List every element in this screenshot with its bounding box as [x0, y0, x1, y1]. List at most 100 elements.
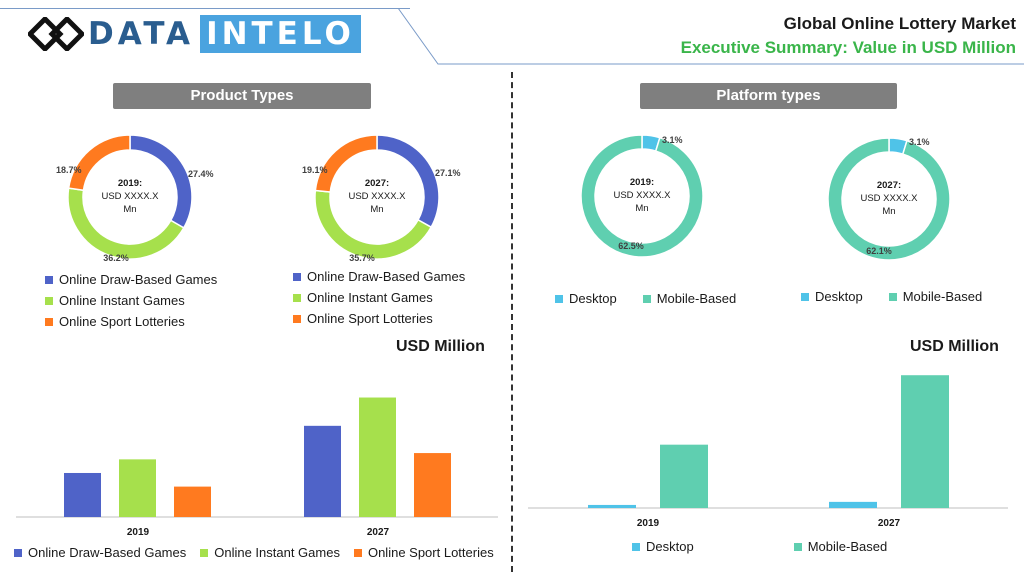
legend-swatch [45, 317, 53, 326]
legend-label: Online Sport Lotteries [307, 311, 433, 326]
legend-label: Online Instant Games [214, 545, 340, 560]
donut-center-label: USD XXXX.X [613, 190, 671, 201]
legend-item: Online Instant Games [200, 545, 340, 560]
donut-center-label: USD XXXX.X [348, 191, 406, 202]
page-title: Global Online Lottery Market [783, 14, 1016, 33]
legend-swatch [793, 542, 802, 551]
legend-item: Desktop [801, 289, 863, 304]
donut-center-label: Mn [635, 203, 648, 214]
bar [304, 425, 341, 517]
legend-item: Online Draw-Based Games [45, 269, 217, 290]
donut-value-label: 18.7% [56, 165, 82, 175]
legend-label: Online Draw-Based Games [307, 269, 466, 284]
legend-product-2019: Online Draw-Based Games Online Instant G… [45, 269, 217, 332]
unit-label-product: USD Million [396, 338, 485, 355]
legend-label: Online Instant Games [59, 293, 185, 308]
donut-slice [67, 135, 131, 192]
legend-swatch [888, 292, 897, 301]
bar-chart-platform-types: 2019 2027 [528, 375, 1008, 529]
legend-label: Online Sport Lotteries [367, 545, 494, 560]
x-tick-label: 2019 [637, 518, 660, 529]
donut-center-label: 2019: [118, 178, 142, 189]
legend-swatch [14, 548, 22, 557]
legend-product-2027: Online Draw-Based Games Online Instant G… [293, 266, 465, 329]
legend-item: Online Draw-Based Games [14, 545, 186, 560]
legend-swatch [293, 272, 301, 281]
donut-slice [580, 134, 704, 258]
legend-item: Online Sport Lotteries [293, 308, 465, 329]
legend-label: Desktop [646, 539, 694, 554]
legend-swatch [45, 275, 53, 284]
bar [588, 504, 636, 508]
bar [414, 453, 451, 517]
donut-center-label: 2027: [877, 180, 901, 191]
donut-value-label: 27.4% [188, 169, 214, 179]
legend-swatch [293, 293, 301, 302]
legend-item: Desktop [632, 539, 694, 554]
legend-label: Desktop [569, 291, 617, 306]
header-top-rule [0, 8, 410, 9]
legend-item: Mobile-Based [793, 539, 888, 554]
legend-swatch [200, 548, 209, 557]
donut-center-label: 2027: [365, 178, 389, 189]
legend-label: Mobile-Based [656, 291, 737, 306]
legend-item: Online Sport Lotteries [45, 311, 217, 332]
legend-platform-2019: Desktop Mobile-Based [555, 291, 750, 306]
legend-item: Mobile-Based [888, 289, 982, 304]
legend-swatch [555, 294, 563, 303]
donut-value-label: 27.1% [435, 168, 461, 178]
section-title-product-types: Product Types [113, 83, 371, 109]
logo-text-data: DATA [88, 16, 195, 52]
donut-chart-platform-2019: 3.1% 62.5% 2019: USD XXXX.X Mn [580, 134, 704, 258]
legend-label: Online Instant Games [307, 290, 433, 305]
legend-platform-bars: Desktop Mobile-Based [632, 539, 901, 554]
legend-swatch [293, 314, 301, 323]
bar [174, 486, 211, 517]
legend-label: Desktop [815, 289, 863, 304]
logo-text-intelo: INTELO [200, 15, 361, 53]
logo-diamond-icon [28, 17, 84, 51]
logo[interactable]: DATA INTELO [28, 14, 361, 54]
legend-item: Online Sport Lotteries [353, 545, 494, 560]
header-frame [358, 8, 1024, 65]
donut-center-label: Mn [123, 204, 136, 215]
legend-label: Mobile-Based [807, 539, 888, 554]
section-divider [511, 72, 513, 572]
donut-center-label: USD XXXX.X [101, 191, 159, 202]
donut-center-label: Mn [370, 204, 383, 215]
legend-label: Online Draw-Based Games [59, 272, 218, 287]
legend-item: Online Instant Games [293, 287, 465, 308]
section-title-platform-types: Platform types [640, 83, 897, 109]
bar [660, 444, 708, 508]
donut-value-label: 3.1% [662, 135, 683, 145]
legend-platform-2027: Desktop Mobile-Based [801, 289, 996, 304]
x-tick-label: 2027 [367, 527, 390, 538]
x-tick-label: 2027 [878, 518, 901, 529]
x-tick-label: 2019 [127, 527, 150, 538]
legend-swatch [45, 296, 53, 305]
donut-value-label: 35.7% [349, 253, 375, 263]
legend-label: Online Draw-Based Games [28, 545, 187, 560]
legend-item: Desktop [555, 291, 617, 306]
legend-item: Mobile-Based [642, 291, 737, 306]
legend-swatch [801, 292, 809, 301]
bar [64, 472, 101, 517]
legend-swatch [353, 548, 362, 557]
legend-label: Online Sport Lotteries [59, 314, 185, 329]
donut-chart-product-2027: 27.1% 35.7% 19.1% 2027: USD XXXX.X Mn [302, 135, 461, 263]
legend-item: Online Instant Games [45, 290, 217, 311]
bar [829, 501, 877, 508]
legend-item: Online Draw-Based Games [293, 266, 465, 287]
donut-chart-product-2019: 27.4% 36.2% 18.7% 2019: USD XXXX.X Mn [56, 135, 214, 263]
donut-value-label: 62.5% [618, 241, 644, 251]
donut-value-label: 19.1% [302, 165, 328, 175]
bar-chart-product-types: 2019 2027 [16, 397, 498, 538]
donut-slice [314, 135, 378, 193]
bar [119, 459, 156, 517]
donut-slice [827, 137, 951, 261]
legend-swatch [642, 294, 651, 303]
donut-value-label: 36.2% [103, 253, 129, 263]
donut-value-label: 62.1% [866, 246, 892, 256]
donut-center-label: Mn [882, 206, 895, 217]
bar [359, 397, 396, 517]
